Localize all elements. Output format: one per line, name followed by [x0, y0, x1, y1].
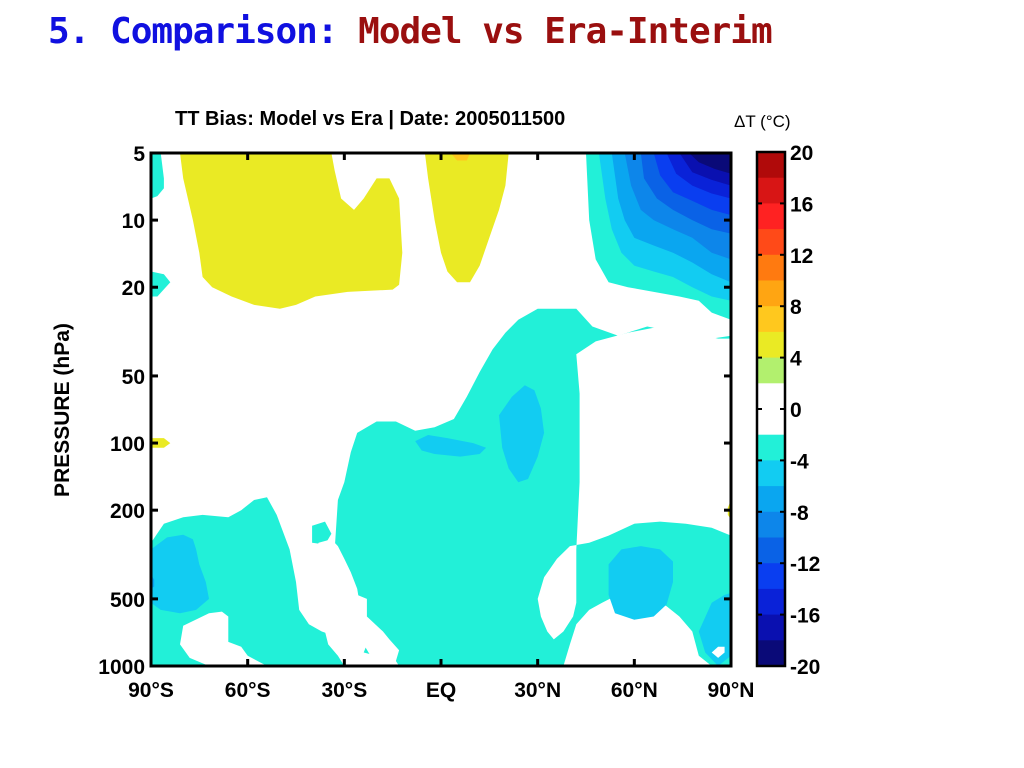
- contour-region-white-right-mid: [537, 326, 731, 640]
- y-axis-label: PRESSURE (hPa): [51, 323, 74, 497]
- colorbar-swatch: [757, 511, 785, 539]
- contour-region-blue-eq-100: [415, 435, 487, 457]
- colorbar: 20 16 12 8 4 0 -4 -8 -12 -16 -20: [755, 142, 820, 679]
- colorbar-swatch: [757, 614, 785, 641]
- colorbar-swatch: [757, 229, 785, 256]
- colorbar-swatch: [757, 640, 785, 667]
- colorbar-tick-label: 0: [790, 399, 802, 422]
- colorbar-swatch: [757, 306, 785, 333]
- colorbar-tick-label: 4: [790, 348, 802, 371]
- contour-region-cyan-left-20: [151, 271, 171, 297]
- colorbar-tick-label: 20: [790, 142, 813, 165]
- contour-region-white-south-mid: [308, 539, 380, 666]
- colorbar-swatch: [757, 460, 785, 487]
- colorbar-swatch: [757, 280, 785, 307]
- y-tick-label: 200: [110, 500, 145, 523]
- x-tick-label: 30°S: [321, 679, 367, 702]
- y-tick-label: 500: [110, 589, 145, 612]
- colorbar-tick-label: -8: [790, 502, 809, 525]
- colorbar-swatch: [757, 254, 785, 282]
- x-tick-label: 90°S: [128, 679, 174, 702]
- colorbar-swatch: [757, 152, 785, 179]
- x-tick-label: 60°S: [225, 679, 271, 702]
- chart-title: TT Bias: Model vs Era | Date: 2005011500: [175, 108, 565, 130]
- colorbar-swatch: [757, 563, 785, 590]
- x-tick-label: EQ: [426, 679, 456, 702]
- contour-regions: [151, 153, 731, 666]
- contour-region-white-south-bottom: [180, 611, 267, 666]
- x-axis: 90°S 60°S 30°S EQ 30°N 60°N 90°N: [128, 153, 754, 702]
- colorbar-tick-label: 16: [790, 193, 813, 216]
- colorbar-swatch: [757, 588, 785, 616]
- colorbar-swatch: [757, 486, 785, 513]
- contour-region-yellow-left-100: [151, 438, 171, 448]
- contour-region-orange-top: [450, 153, 470, 161]
- colorbar-swatch: [757, 203, 785, 230]
- y-tick-label: 1000: [98, 656, 145, 679]
- slide-title-rest: Model vs Era-Interim: [358, 11, 772, 52]
- colorbar-tick-label: -16: [790, 605, 820, 628]
- y-axis: 5 10 20 50 100 200 500 1000: [98, 143, 731, 679]
- contour-region-blue-right-500: [608, 546, 673, 620]
- colorbar-swatch: [757, 434, 785, 461]
- y-tick-label: 20: [122, 277, 145, 300]
- contour-region-cyan-top-left: [151, 153, 164, 199]
- slide-title: 5. Comparison: Model vs Era-Interim: [48, 8, 773, 56]
- y-tick-label: 50: [122, 366, 145, 389]
- contour-region-yellow-upper-mid: [424, 153, 509, 283]
- y-tick-label: 100: [110, 433, 145, 456]
- x-tick-label: 30°N: [514, 679, 561, 702]
- colorbar-swatch: [757, 357, 785, 384]
- contour-region-cyan-south-mid: [312, 521, 332, 545]
- contour-region-white-right-bottom: [711, 646, 725, 658]
- contour-region-blue-30n-80: [499, 385, 545, 483]
- colorbar-label: ΔT (°C): [734, 112, 791, 131]
- colorbar-tick-label: 8: [790, 296, 802, 319]
- colorbar-tick-label: -12: [790, 553, 820, 576]
- contour-region-yellow-upper-left: [180, 153, 403, 309]
- x-tick-label: 60°N: [611, 679, 658, 702]
- y-tick-label: 5: [133, 143, 145, 166]
- colorbar-tick-label: -20: [790, 656, 820, 679]
- colorbar-swatch: [757, 331, 785, 359]
- colorbar-tick-label: -4: [790, 450, 809, 473]
- colorbar-tick-label: 12: [790, 245, 813, 268]
- colorbar-swatch: [757, 537, 785, 564]
- colorbar-swatch: [757, 177, 785, 204]
- slide-title-lead: Comparison:: [110, 11, 338, 52]
- slide-number: 5.: [48, 11, 90, 52]
- contour-region-blue-left-300: [151, 534, 209, 614]
- x-tick-label: 90°N: [708, 679, 755, 702]
- contour-region-navy-upper-right: [689, 153, 731, 174]
- y-tick-label: 10: [122, 210, 145, 233]
